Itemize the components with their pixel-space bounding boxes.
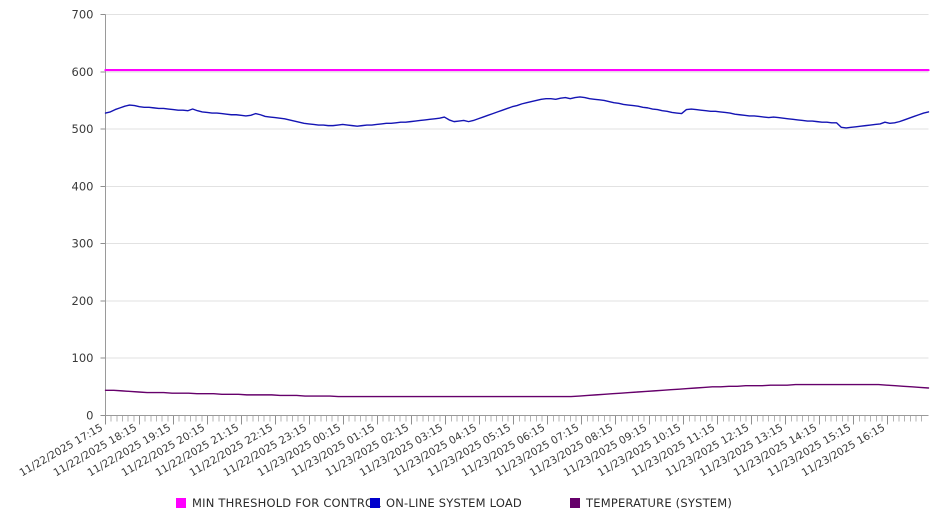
y-axis-tick-label: 100 bbox=[72, 351, 94, 365]
legend-swatch-1 bbox=[370, 498, 380, 508]
legend-label: MIN THRESHOLD FOR CONTROL bbox=[192, 496, 381, 510]
y-axis-tick-label: 300 bbox=[72, 237, 94, 251]
series-group bbox=[104, 68, 930, 398]
legend-label: TEMPERATURE (SYSTEM) bbox=[585, 496, 732, 510]
y-axis-tick-label: 200 bbox=[72, 294, 94, 308]
gridlines-group bbox=[105, 14, 929, 416]
legend-label: ON-LINE SYSTEM LOAD bbox=[386, 496, 522, 510]
y-axis-labels-group: 0 100 200 300 400 500 600 700 bbox=[72, 8, 106, 423]
y-axis-tick-label: 600 bbox=[72, 65, 94, 79]
chart-legend: MIN THRESHOLD FOR CONTROL ON-LINE SYSTEM … bbox=[176, 496, 732, 510]
y-axis-tick-label: 0 bbox=[86, 409, 93, 423]
series-line-online-system-load bbox=[104, 96, 930, 129]
legend-swatch-0 bbox=[176, 498, 186, 508]
y-axis-tick-label: 500 bbox=[72, 122, 94, 136]
y-axis-tick-label: 700 bbox=[72, 8, 94, 22]
axes-group bbox=[105, 14, 929, 416]
series-line-temperature-system bbox=[104, 383, 930, 398]
legend-swatch-2 bbox=[570, 498, 580, 508]
x-axis-ticks-group bbox=[105, 415, 923, 425]
y-axis-tick-label: 400 bbox=[72, 179, 94, 193]
